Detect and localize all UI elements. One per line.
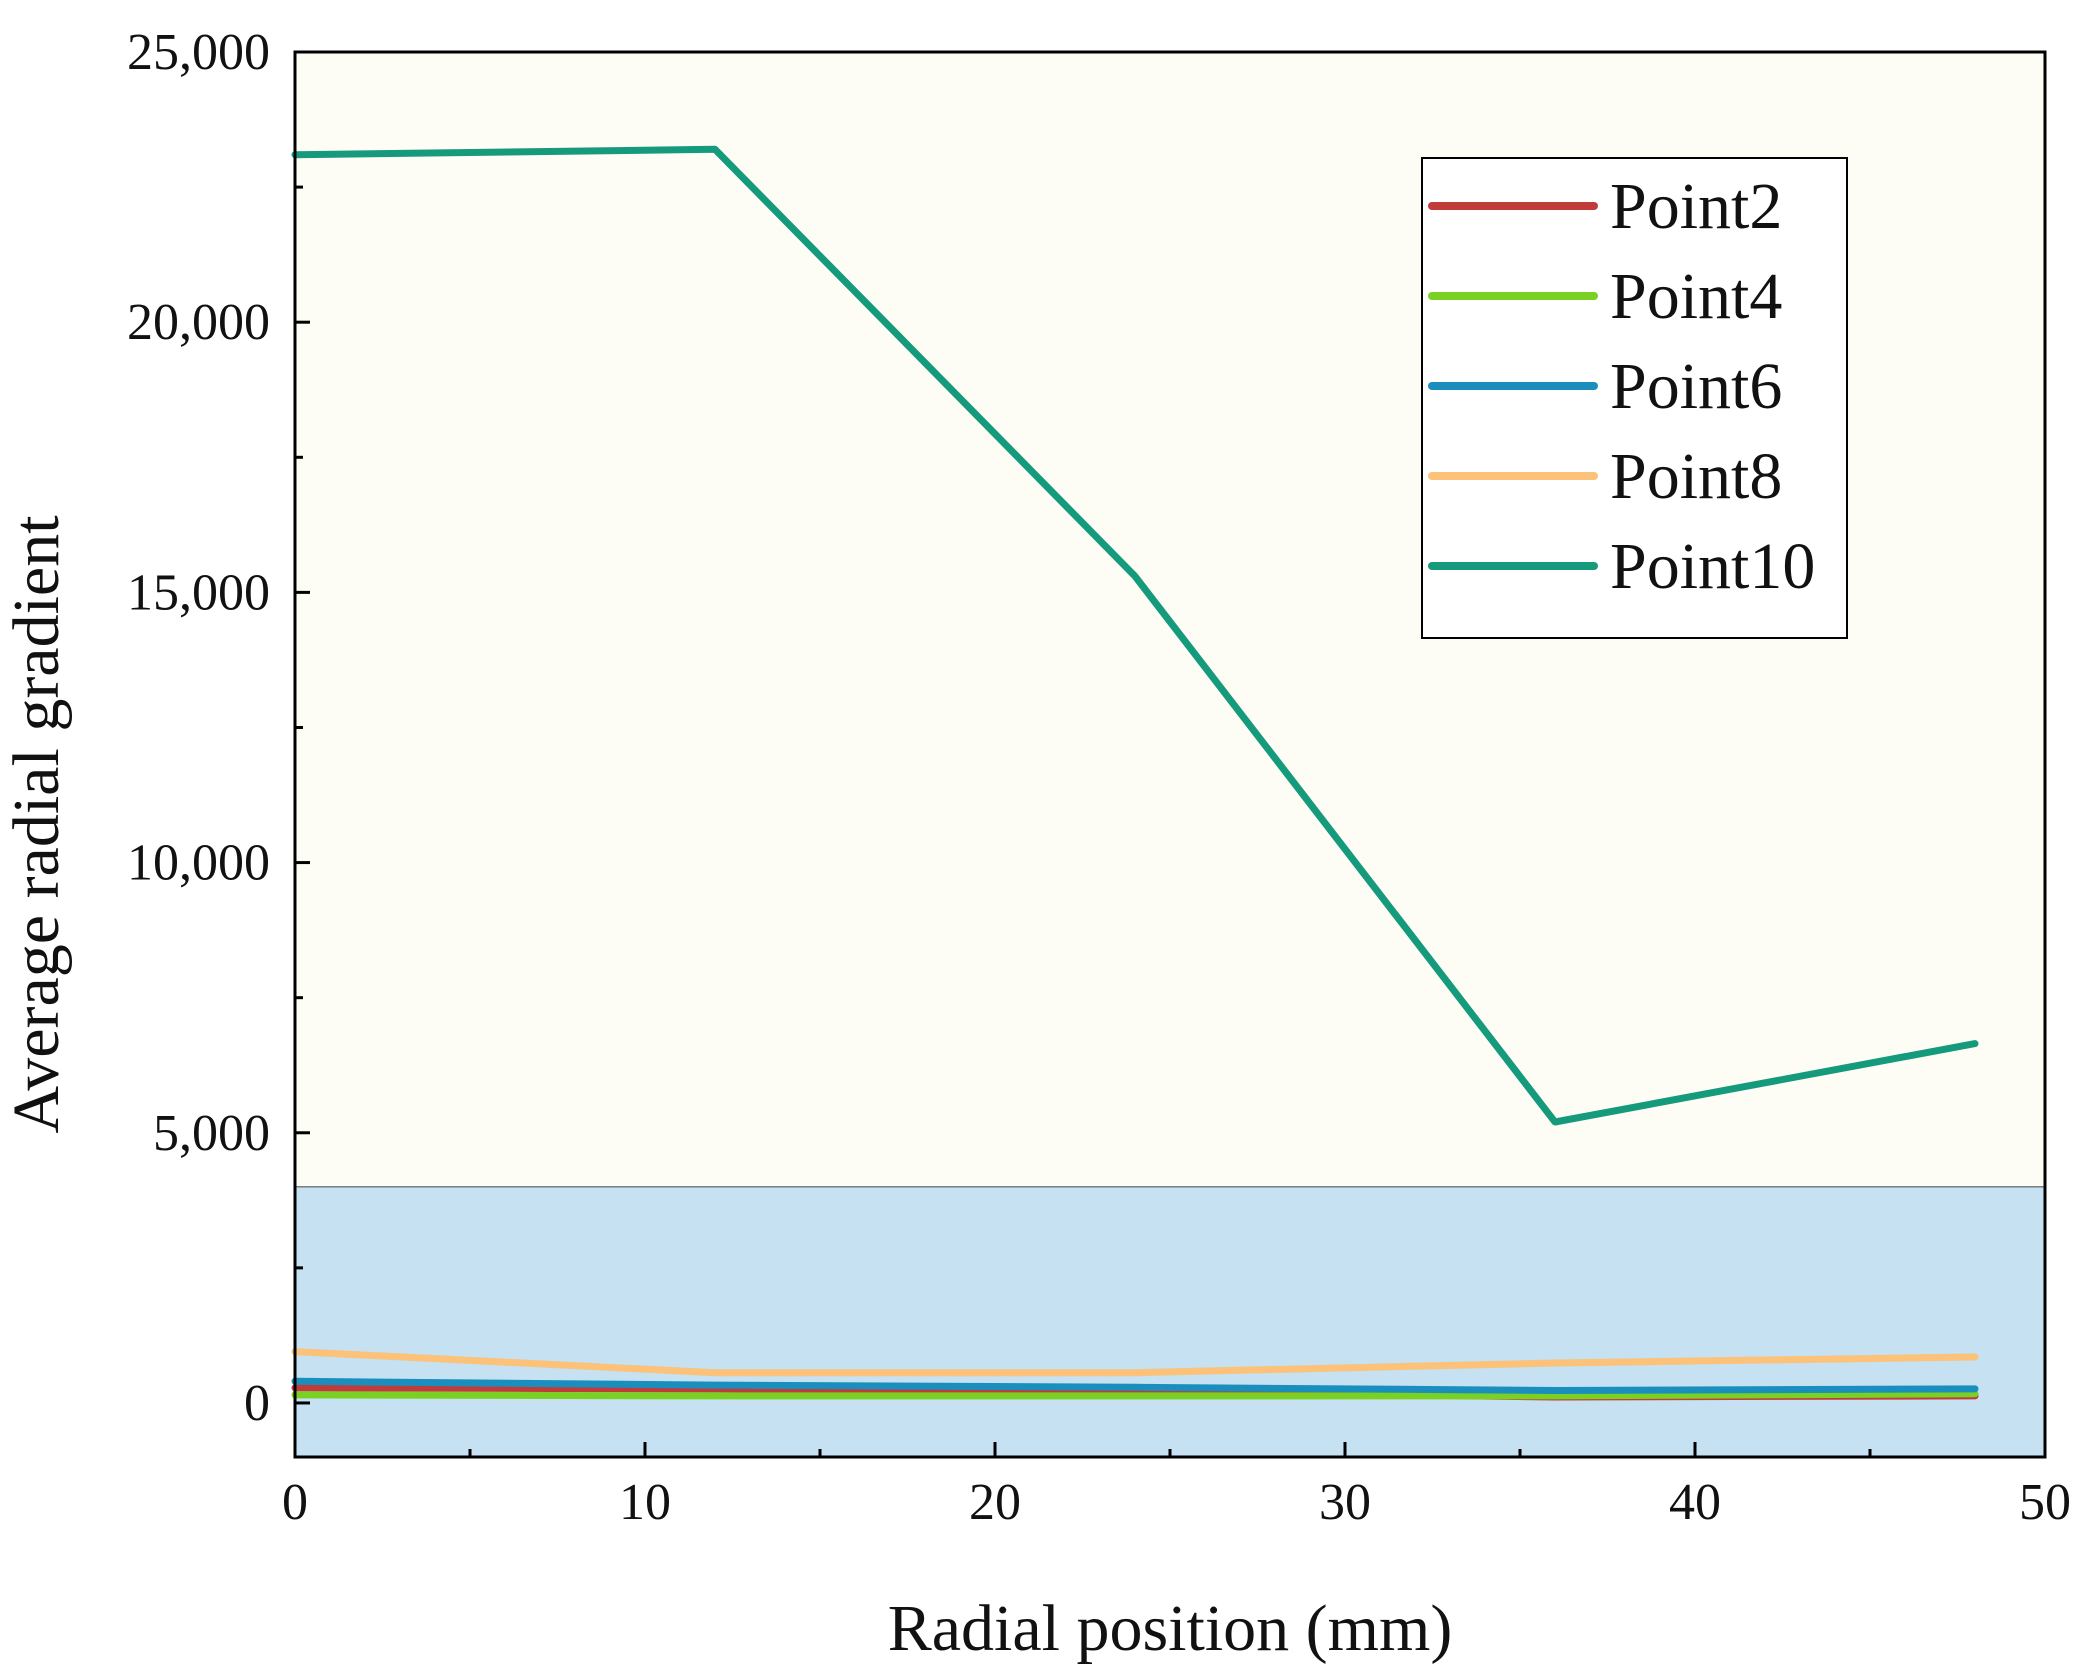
y-axis-title: Average radial gradient bbox=[0, 515, 73, 1133]
legend-label-point6: Point6 bbox=[1610, 350, 1782, 423]
series-line-point6 bbox=[291, 1377, 1979, 1394]
x-tick-label: 10 bbox=[619, 1474, 671, 1531]
x-tick-label: 0 bbox=[282, 1474, 308, 1531]
y-tick-label: 25,000 bbox=[127, 24, 270, 81]
legend-label-point2: Point2 bbox=[1610, 170, 1782, 243]
x-tick-label: 30 bbox=[1319, 1474, 1371, 1531]
x-axis-title: Radial position (mm) bbox=[888, 1592, 1453, 1665]
y-tick-label: 15,000 bbox=[127, 564, 270, 621]
y-tick-label: 5,000 bbox=[153, 1105, 270, 1162]
legend-box bbox=[1421, 157, 1848, 639]
x-tick-label: 40 bbox=[1669, 1474, 1721, 1531]
x-tick-label: 50 bbox=[2019, 1474, 2071, 1531]
legend-label-point8: Point8 bbox=[1610, 440, 1782, 513]
x-tick-label: 20 bbox=[969, 1474, 1021, 1531]
y-tick-label: 0 bbox=[244, 1375, 270, 1432]
background-band-1 bbox=[295, 1186, 2045, 1457]
series-line-point10 bbox=[291, 145, 1979, 1126]
y-tick-label: 20,000 bbox=[127, 294, 270, 351]
legend-label-point10: Point10 bbox=[1610, 530, 1815, 603]
series-line-point4 bbox=[291, 1390, 1979, 1400]
y-tick-label: 10,000 bbox=[127, 835, 270, 892]
series-line-point8 bbox=[291, 1348, 1979, 1377]
legend-label-point4: Point4 bbox=[1610, 260, 1782, 333]
